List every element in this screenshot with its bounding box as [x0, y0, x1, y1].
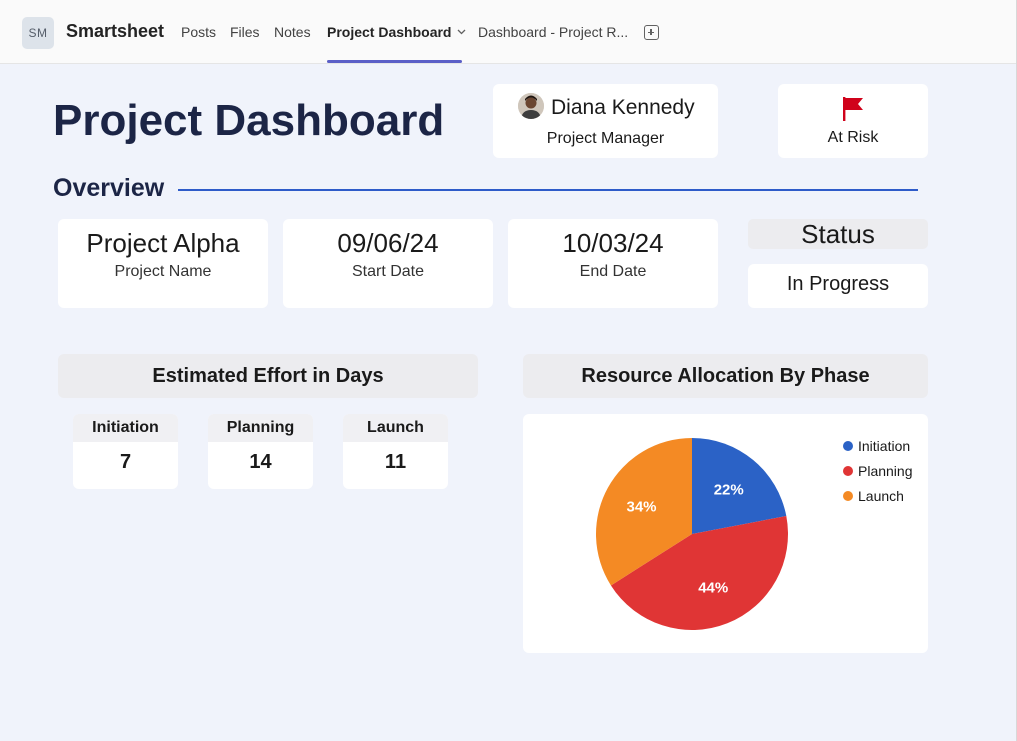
active-tab-indicator	[327, 60, 462, 63]
effort-value: 7	[119, 451, 132, 473]
effort-card-initiation: Initiation 7	[73, 414, 178, 489]
start-date-card: 09/06/24 Start Date	[283, 219, 493, 308]
effort-card-planning: Planning 14	[208, 414, 313, 489]
page-title: Project Dashboard	[53, 96, 445, 145]
legend-swatch	[843, 441, 853, 451]
end-date-label: End Date	[579, 263, 647, 280]
effort-label: Planning	[208, 414, 313, 442]
tab-posts[interactable]: Posts	[181, 24, 217, 40]
pie-slice-launch[interactable]	[596, 438, 692, 586]
legend-swatch	[843, 466, 853, 476]
app-header: SM Smartsheet Posts Files Notes Project …	[0, 0, 1017, 64]
effort-label: Initiation	[73, 414, 178, 442]
legend-item-launch[interactable]: Launch	[843, 488, 913, 513]
end-date-card: 10/03/24 End Date	[508, 219, 718, 308]
status-value: In Progress	[748, 264, 928, 308]
pie-slice-planning[interactable]	[610, 516, 788, 631]
pie-slice-initiation[interactable]	[692, 438, 787, 534]
tab-notes[interactable]: Notes	[274, 24, 311, 40]
avatar	[518, 93, 544, 119]
legend-swatch	[843, 491, 853, 501]
legend-label: Planning	[858, 463, 913, 479]
effort-card-launch: Launch 11	[343, 414, 448, 489]
project-name-card: Project Alpha Project Name	[58, 219, 268, 308]
app-name: Smartsheet	[66, 21, 165, 41]
effort-value: 14	[249, 451, 272, 473]
effort-label: Launch	[343, 414, 448, 442]
legend-item-planning[interactable]: Planning	[843, 463, 913, 488]
effort-heading: Estimated Effort in Days	[58, 354, 478, 398]
legend-label: Launch	[858, 488, 904, 504]
pie-data-label: 22%	[714, 482, 744, 499]
project-manager-card: Diana Kennedy Project Manager	[493, 84, 718, 158]
effort-value: 11	[384, 451, 407, 473]
pie-chart-card: 22% 44% 34% Initiation Planning Launch	[523, 414, 928, 653]
add-tab-icon[interactable]	[644, 25, 659, 40]
pie-data-label: 34%	[627, 498, 657, 515]
project-name-label: Project Name	[114, 263, 212, 280]
risk-label: At Risk	[827, 129, 879, 146]
chevron-down-icon[interactable]	[457, 29, 466, 35]
status-heading: Status	[748, 219, 928, 249]
flag-icon	[843, 97, 863, 121]
risk-card: At Risk	[778, 84, 928, 158]
project-manager-name: Diana Kennedy	[551, 96, 695, 119]
chart-legend: Initiation Planning Launch	[843, 438, 913, 513]
allocation-heading: Resource Allocation By Phase	[523, 354, 928, 398]
overview-divider	[178, 189, 918, 191]
legend-item-initiation[interactable]: Initiation	[843, 438, 913, 463]
tab-dashboard-project-r[interactable]: Dashboard - Project R...	[478, 24, 629, 40]
start-date-label: Start Date	[351, 263, 425, 280]
legend-label: Initiation	[858, 438, 911, 454]
project-name-value: Project Alpha	[86, 228, 240, 258]
tab-label: Project Dashboard	[327, 24, 452, 40]
pie-data-label: 44%	[698, 580, 728, 597]
end-date-value: 10/03/24	[562, 228, 664, 258]
project-manager-role: Project Manager	[546, 130, 665, 147]
app-icon[interactable]: SM	[22, 17, 54, 49]
pie-chart: 22% 44% 34%	[596, 438, 788, 631]
tab-project-dashboard[interactable]: Project Dashboard	[327, 24, 466, 40]
tab-files[interactable]: Files	[230, 24, 260, 40]
start-date-value: 09/06/24	[337, 228, 439, 258]
overview-heading: Overview	[53, 174, 165, 202]
